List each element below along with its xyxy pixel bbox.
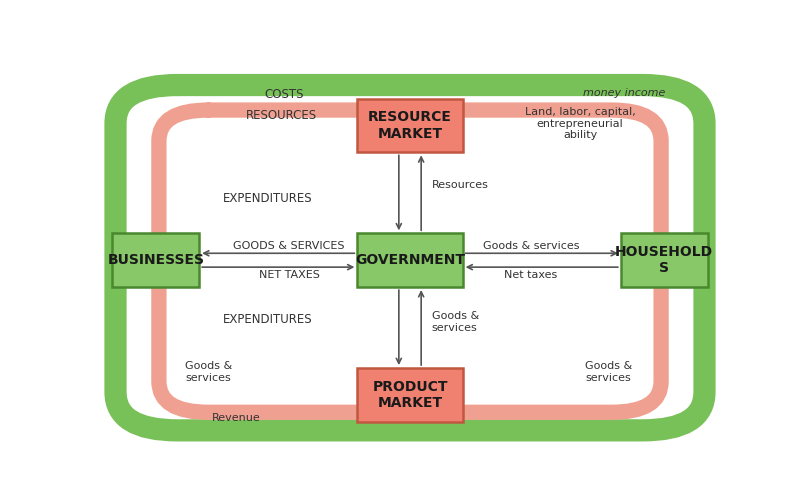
Text: Revenue: Revenue: [212, 413, 261, 423]
Text: GOODS & SERVICES: GOODS & SERVICES: [234, 240, 345, 250]
Text: BUSINESSES: BUSINESSES: [107, 253, 204, 267]
Text: NET TAXES: NET TAXES: [258, 270, 319, 280]
Text: PRODUCT
MARKET: PRODUCT MARKET: [372, 380, 448, 410]
Text: EXPENDITURES: EXPENDITURES: [222, 192, 312, 205]
Text: Land, labor, capital,
entrepreneurial
ability: Land, labor, capital, entrepreneurial ab…: [525, 107, 635, 140]
Text: GOVERNMENT: GOVERNMENT: [355, 253, 465, 267]
Text: RESOURCE
MARKET: RESOURCE MARKET: [368, 110, 452, 140]
Text: RESOURCES: RESOURCES: [246, 110, 317, 122]
Text: Goods &
services: Goods & services: [432, 311, 479, 332]
FancyBboxPatch shape: [358, 368, 462, 422]
Text: HOUSEHOLD
S: HOUSEHOLD S: [615, 245, 714, 276]
FancyBboxPatch shape: [358, 233, 462, 287]
Text: Net taxes: Net taxes: [504, 270, 558, 280]
Text: COSTS: COSTS: [264, 88, 304, 101]
Text: Resources: Resources: [432, 180, 489, 190]
Text: money income: money income: [582, 88, 665, 98]
Text: Goods & services: Goods & services: [482, 240, 579, 250]
Text: Goods &
services: Goods & services: [585, 361, 632, 382]
FancyBboxPatch shape: [621, 233, 708, 287]
FancyBboxPatch shape: [112, 233, 199, 287]
Text: EXPENDITURES: EXPENDITURES: [222, 314, 312, 326]
FancyBboxPatch shape: [358, 98, 462, 152]
Text: Goods &
services: Goods & services: [185, 361, 232, 382]
